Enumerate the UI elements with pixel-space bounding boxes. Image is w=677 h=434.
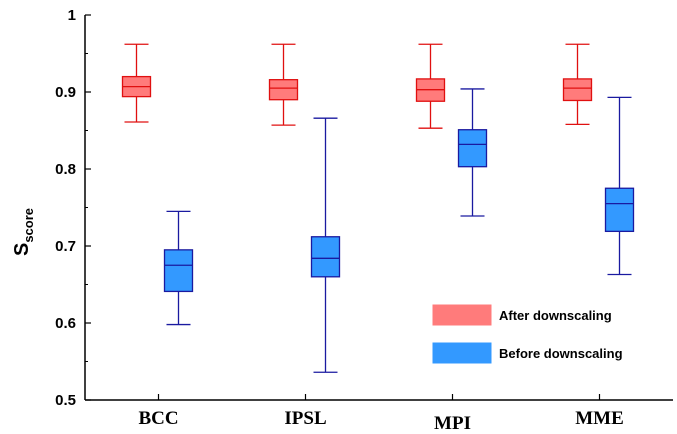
box-before-ipsl xyxy=(310,117,341,373)
box-iqr xyxy=(604,187,635,233)
x-tick-label: IPSL xyxy=(284,408,326,429)
y-axis-label-subscript: score xyxy=(21,208,36,243)
y-axis-label-main: S xyxy=(11,243,33,256)
y-tick-label: 1 xyxy=(68,7,76,24)
x-tick-label: MME xyxy=(575,408,624,429)
box-after-mme xyxy=(562,43,593,125)
legend-label-after: After downscaling xyxy=(499,308,612,323)
y-tick-label: 0.9 xyxy=(55,84,76,101)
x-tick-label: BCC xyxy=(138,408,178,429)
legend-swatch-before xyxy=(432,342,492,364)
y-tick-label: 0.5 xyxy=(55,392,76,409)
box-iqr xyxy=(163,249,194,293)
box-before-mpi xyxy=(457,88,488,217)
box-iqr xyxy=(310,236,341,278)
box-after-bcc xyxy=(121,43,152,123)
box-iqr xyxy=(562,78,593,102)
box-iqr xyxy=(457,129,488,168)
x-tick-label: MPI xyxy=(434,413,471,434)
y-tick-label: 0.7 xyxy=(55,238,76,255)
box-before-mme xyxy=(604,96,635,276)
legend: After downscaling Before downscaling xyxy=(432,304,623,364)
box-after-mpi xyxy=(415,43,446,129)
plot-area: 0.5 0.6 0.7 0.8 0.9 1 BCC IPSL MPI MME xyxy=(55,7,673,434)
legend-label-before: Before downscaling xyxy=(499,346,623,361)
legend-swatch-after xyxy=(432,304,492,326)
y-tick-label: 0.8 xyxy=(55,161,76,178)
y-axis-label: Sscore xyxy=(11,208,36,256)
box-after-ipsl xyxy=(268,43,299,126)
box-before-bcc xyxy=(163,210,194,326)
y-tick-label: 0.6 xyxy=(55,315,76,332)
box-iqr xyxy=(268,79,299,101)
